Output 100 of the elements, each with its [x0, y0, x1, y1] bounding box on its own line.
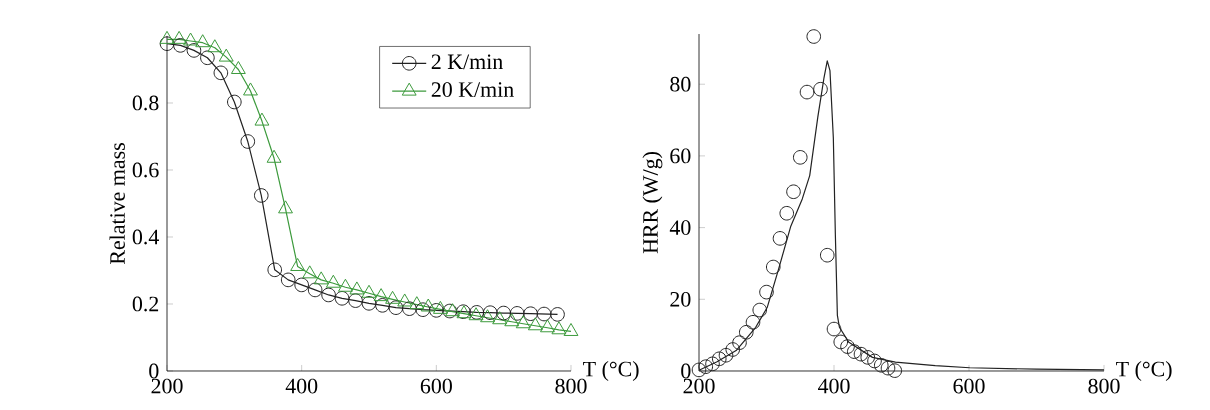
point	[819, 247, 835, 263]
x-tick-label: 800	[1088, 378, 1120, 394]
point	[536, 306, 552, 322]
point	[307, 282, 323, 298]
point	[492, 311, 508, 325]
point	[388, 300, 404, 315]
point	[361, 296, 377, 311]
point	[267, 262, 283, 278]
point	[375, 298, 390, 313]
point	[385, 290, 400, 304]
y-axis-title: Relative mass	[109, 143, 125, 265]
point	[325, 274, 341, 288]
point	[515, 315, 531, 329]
point	[349, 281, 365, 295]
point	[230, 60, 246, 74]
point	[159, 30, 175, 44]
y-tick-label: 0.4	[132, 229, 159, 245]
x-tick-label: 800	[555, 378, 587, 394]
point	[254, 112, 270, 126]
point	[183, 32, 198, 46]
y-tick-label: 0.8	[132, 95, 159, 111]
point	[504, 313, 520, 327]
point	[765, 259, 781, 275]
point	[509, 306, 525, 321]
point	[373, 288, 389, 302]
point	[527, 317, 543, 331]
x-tick-label: 400	[818, 378, 850, 394]
y-tick-label: 0	[149, 363, 159, 379]
point	[207, 39, 223, 53]
point	[240, 134, 256, 149]
x-tick-label: 600	[953, 378, 985, 394]
point	[563, 322, 579, 336]
point	[171, 30, 187, 44]
point	[725, 342, 741, 357]
point	[732, 335, 747, 350]
point	[420, 298, 436, 312]
point	[792, 150, 808, 165]
y-tick-label: 20	[670, 291, 691, 307]
point	[278, 200, 293, 214]
point	[705, 356, 720, 372]
point	[698, 359, 714, 374]
point	[779, 205, 795, 221]
point	[432, 300, 448, 314]
point	[348, 293, 363, 308]
point	[772, 231, 788, 246]
point	[195, 34, 211, 48]
point	[759, 284, 774, 300]
point	[873, 357, 889, 373]
x-tick-label: 200	[683, 378, 715, 394]
y-tick-label: 0	[681, 363, 691, 379]
point	[523, 306, 538, 322]
point	[550, 307, 565, 322]
point	[280, 272, 296, 288]
point	[738, 324, 754, 340]
point	[402, 301, 417, 316]
point	[429, 303, 444, 318]
point	[813, 81, 828, 97]
point	[213, 65, 229, 81]
point	[826, 321, 842, 337]
point	[860, 350, 876, 365]
point	[880, 360, 896, 376]
point	[409, 296, 425, 310]
point	[200, 50, 215, 66]
point	[159, 36, 175, 51]
point	[846, 344, 862, 359]
point	[290, 257, 306, 271]
point	[840, 339, 855, 354]
legend-label: 20 K/min	[431, 82, 514, 97]
point	[806, 29, 822, 44]
y-tick-label: 0.2	[132, 296, 159, 312]
y-axis-title: HRR (W/g)	[642, 152, 663, 254]
point	[415, 302, 431, 317]
point	[397, 293, 413, 307]
point	[321, 287, 336, 303]
point	[243, 82, 258, 96]
y-tick-label: 80	[670, 76, 691, 92]
point	[867, 353, 882, 369]
point	[482, 305, 498, 321]
legend-label: 2 K/min	[431, 54, 503, 70]
y-tick-label: 60	[670, 148, 691, 164]
point	[338, 278, 353, 292]
point	[833, 334, 849, 350]
point	[294, 277, 309, 293]
point	[173, 38, 188, 53]
point	[799, 84, 815, 100]
point	[786, 184, 801, 200]
point	[752, 302, 768, 318]
point	[480, 309, 495, 323]
x-tick-label: 600	[420, 378, 452, 394]
point	[227, 94, 242, 110]
y-tick-label: 0.6	[132, 162, 159, 178]
point	[266, 149, 282, 163]
x-tick-label: 200	[151, 378, 183, 394]
point	[361, 284, 377, 298]
point	[496, 305, 511, 321]
point	[745, 314, 761, 330]
point	[253, 188, 269, 203]
point	[186, 43, 202, 58]
point	[334, 291, 350, 306]
point	[551, 321, 567, 335]
